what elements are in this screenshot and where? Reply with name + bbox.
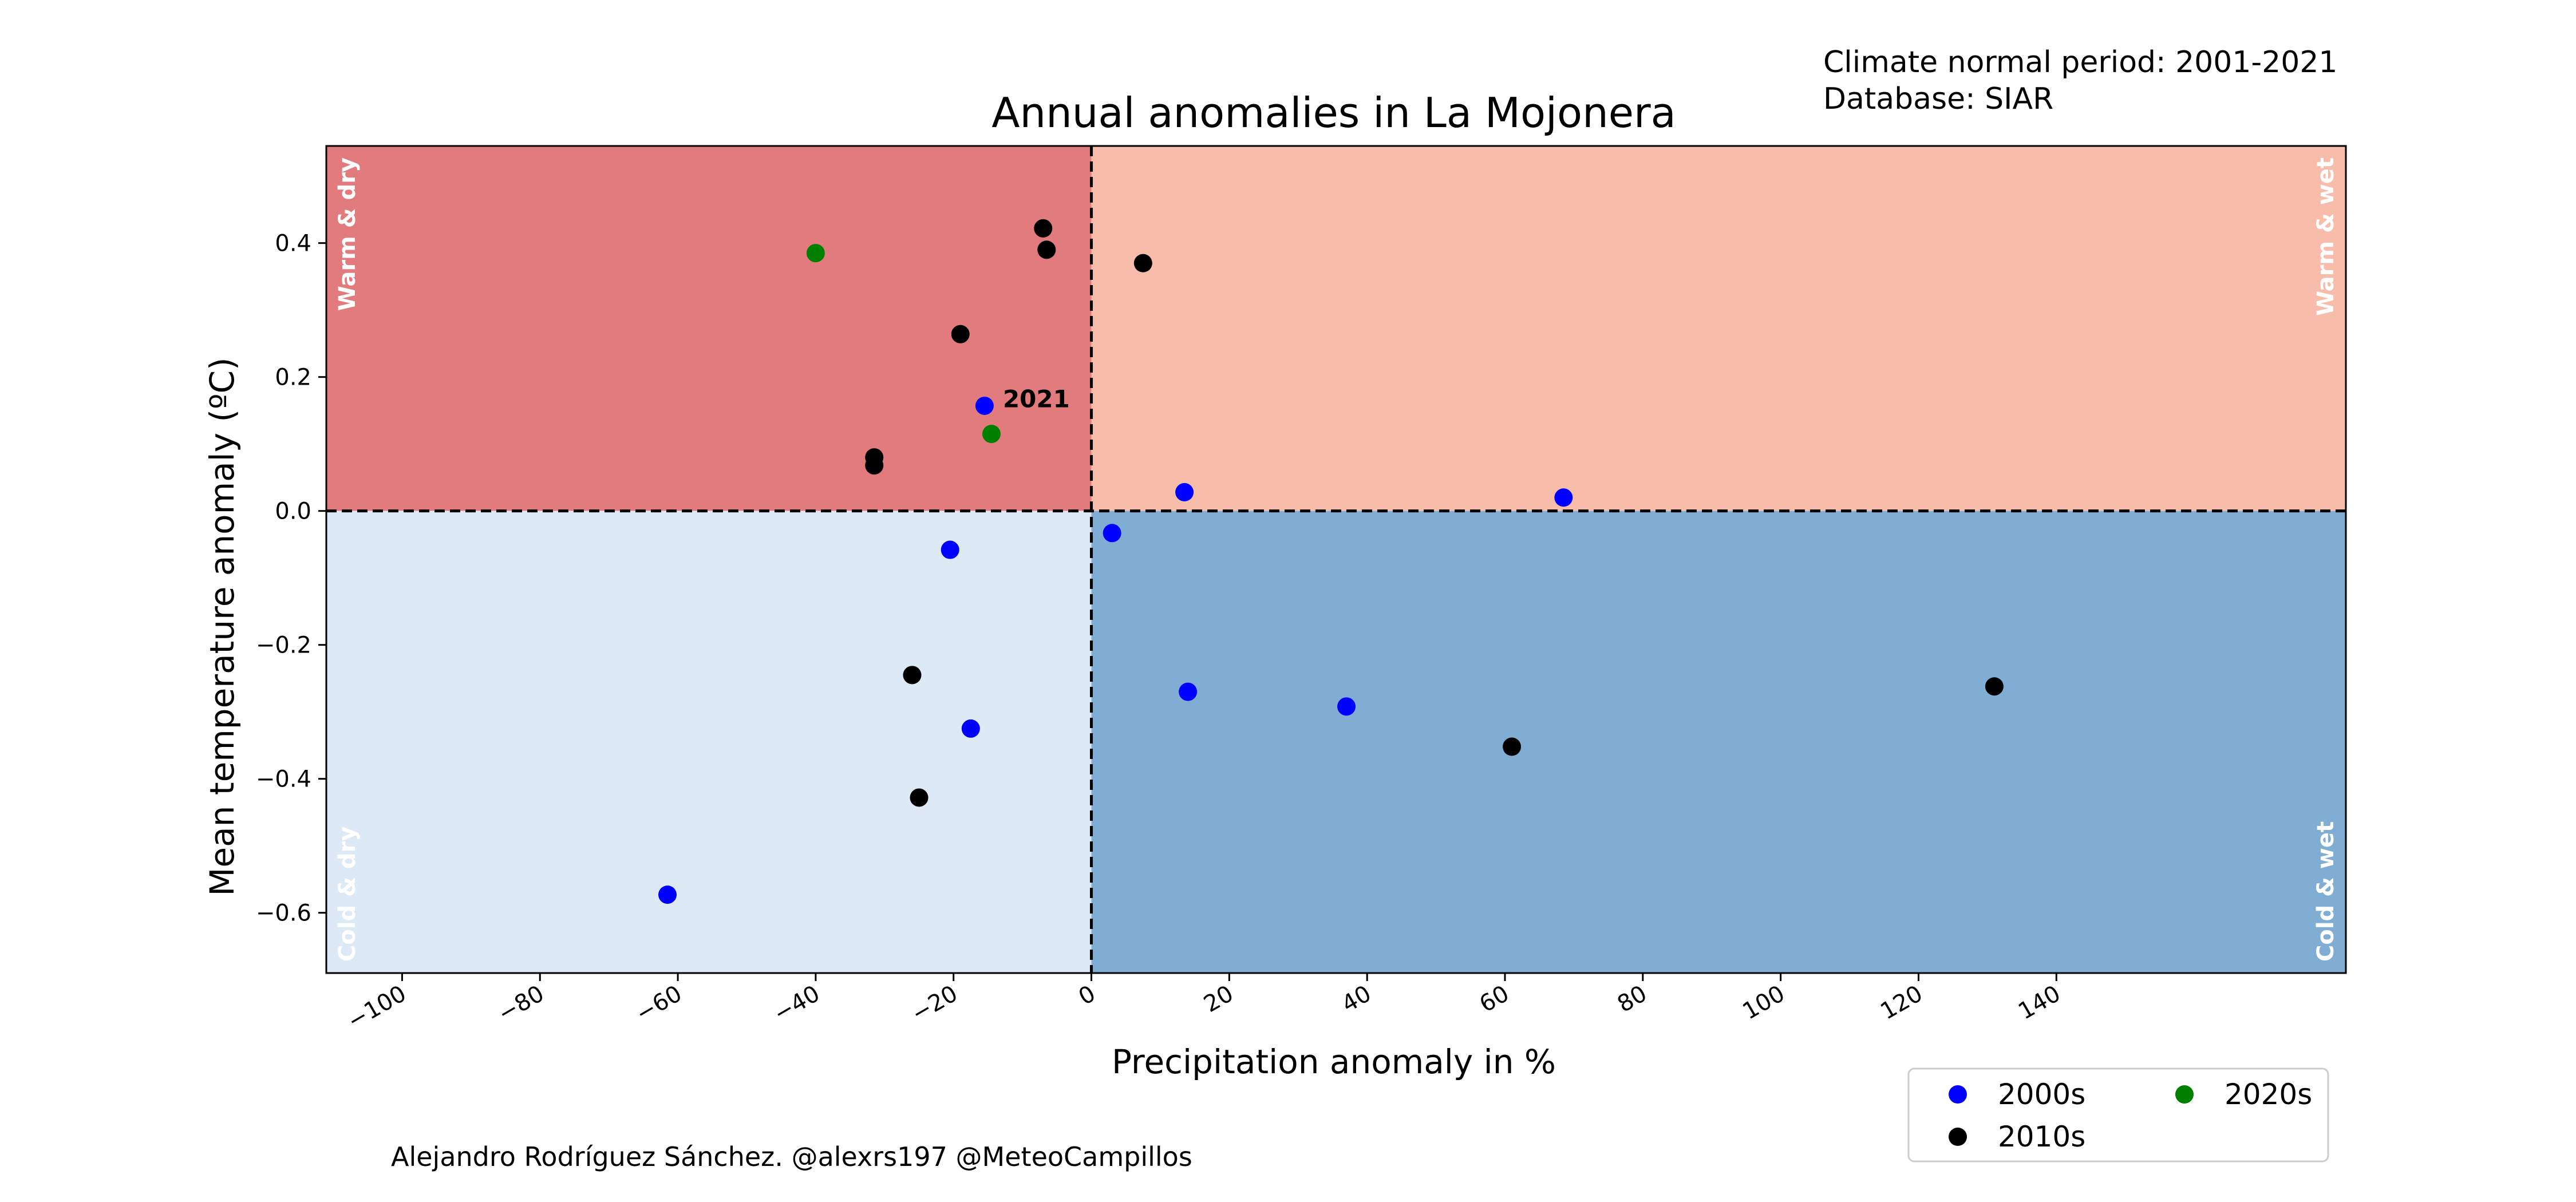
point-2000s-5: [1179, 682, 1198, 701]
y-axis-label: Mean temperature anomaly (ºC): [203, 357, 242, 896]
point-2000s-0: [975, 396, 994, 415]
x-tick-label: 140: [2014, 980, 2065, 1025]
y-tick-label: 0.2: [275, 365, 311, 391]
plot-frame: [325, 145, 2347, 974]
x-tick-label: −60: [631, 980, 686, 1027]
point-2010s-1: [1037, 240, 1056, 259]
label-cold-wet: Cold & wet: [2313, 821, 2339, 962]
x-axis-label: Precipitation anomaly in %: [1112, 1042, 1556, 1081]
legend-marker-2010s: [1949, 1128, 1967, 1146]
point-2010s-5: [865, 456, 884, 475]
chart-title: Annual anomalies in La Mojonera: [991, 89, 1676, 137]
x-tick-label: 0: [1074, 980, 1100, 1011]
y-axis: −0.6 −0.4 −0.2 0.0 0.2 0.4: [256, 231, 326, 927]
x-tick-label: 40: [1337, 980, 1376, 1018]
point-2010s-8: [1503, 737, 1522, 756]
y-tick-label: −0.4: [256, 766, 311, 793]
point-2000s-3: [941, 540, 959, 559]
x-tick-label: 100: [1739, 980, 1789, 1025]
x-axis: −100 −80 −60 −40 −20 0 20 40 60 80 100 120 140: [343, 973, 2065, 1035]
point-2010s-2: [1133, 254, 1152, 272]
label-warm-wet: Warm & wet: [2313, 157, 2339, 316]
x-tick-label: 120: [1876, 980, 1927, 1025]
point-2010s-7: [910, 788, 929, 807]
legend-label-2020s: 2020s: [2225, 1078, 2312, 1111]
info-database: Database: SIAR: [1823, 82, 2053, 116]
x-tick-label: 20: [1199, 980, 1238, 1018]
point-2020s-0: [806, 244, 825, 263]
point-2010s-6: [903, 666, 922, 685]
point-2010s-9: [1985, 677, 2004, 696]
quadrant-cold-wet: [1091, 511, 2346, 973]
point-2000s-8: [658, 885, 677, 904]
x-tick-label: −100: [343, 980, 410, 1035]
point-2000s-6: [1337, 697, 1356, 716]
legend-box: [1907, 1067, 2329, 1163]
legend-label-2010s: 2010s: [1998, 1120, 2085, 1153]
legend-label-2000s: 2000s: [1998, 1078, 2085, 1111]
quadrant-cold-dry: [326, 511, 1092, 973]
point-2010s-0: [1034, 219, 1053, 238]
y-tick-label: −0.6: [256, 900, 311, 927]
legend-marker-2000s: [1949, 1085, 1967, 1104]
annotations: 2021: [1003, 385, 1070, 413]
x-tick-label: −80: [493, 980, 548, 1027]
quadrant-labels: Warm & dry Warm & wet Cold & dry Cold & wet: [334, 157, 2339, 962]
point-2000s-2: [1554, 488, 1573, 507]
quadrant-warm-wet: [1091, 146, 2346, 511]
x-tick-label: −20: [907, 980, 962, 1027]
y-tick-label: 0.4: [275, 231, 311, 257]
x-tick-label: 60: [1475, 980, 1514, 1018]
legend-marker-2020s: [2175, 1085, 2194, 1104]
point-2000s-4: [1103, 524, 1121, 543]
annotation-2021: 2021: [1003, 385, 1070, 413]
point-2000s-7: [961, 719, 980, 738]
info-normal-period: Climate normal period: 2001-2021: [1823, 45, 2338, 80]
x-tick-label: −40: [769, 980, 824, 1027]
y-tick-label: 0.0: [275, 499, 311, 525]
x-tick-label: 80: [1613, 980, 1652, 1018]
reference-lines: [326, 146, 2346, 973]
data-points: [658, 219, 2004, 904]
credit-text: Alejandro Rodríguez Sánchez. @alexrs197 …: [391, 1141, 1192, 1172]
point-2000s-1: [1175, 483, 1194, 501]
point-2010s-3: [951, 325, 970, 343]
label-cold-dry: Cold & dry: [334, 827, 361, 962]
label-warm-dry: Warm & dry: [334, 157, 361, 311]
quadrant-warm-dry: [326, 146, 1092, 511]
legend: 2000s 2010s 2020s: [1907, 1067, 2329, 1163]
quadrant-backgrounds: [326, 146, 2346, 973]
y-tick-label: −0.2: [256, 632, 311, 659]
point-2020s-1: [982, 425, 1001, 444]
